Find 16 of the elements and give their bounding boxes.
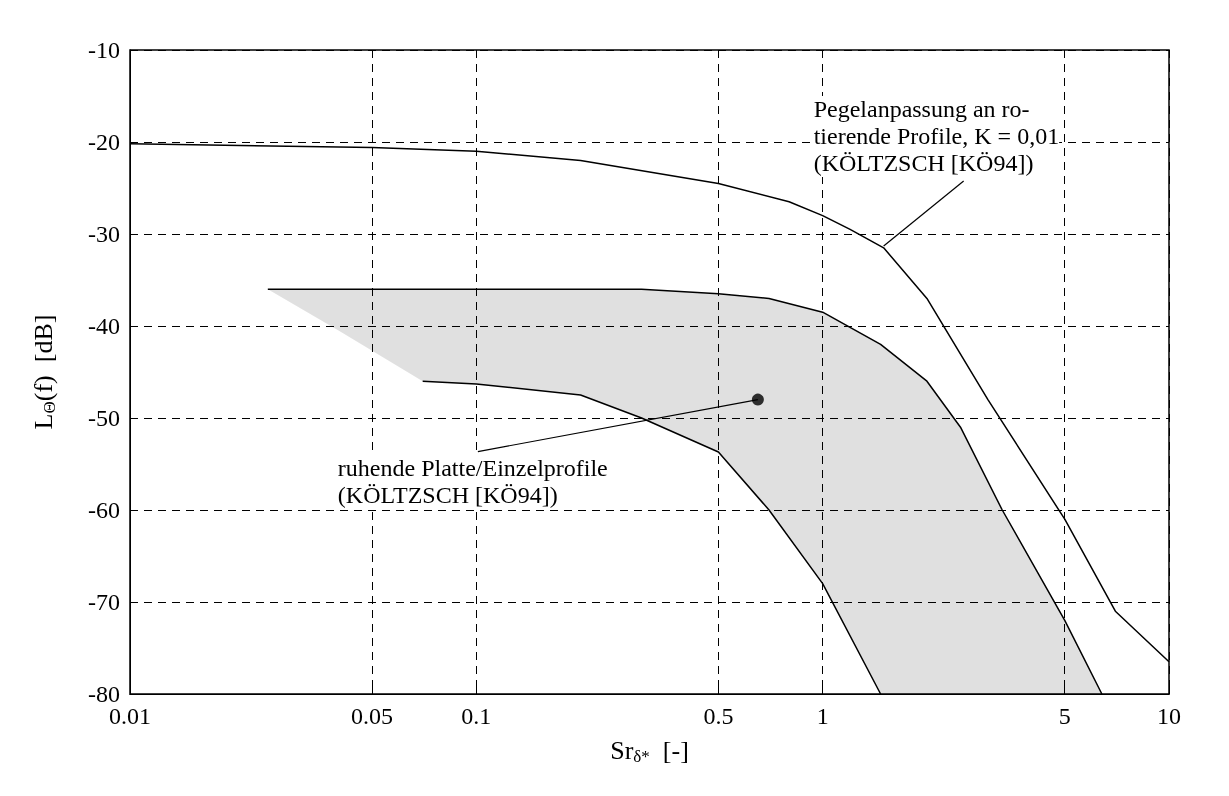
y-tick-label: -60 xyxy=(88,497,120,523)
y-tick-label: -40 xyxy=(88,313,120,339)
y-tick-label: -20 xyxy=(88,129,120,155)
y-tick-label: -10 xyxy=(88,37,120,63)
annotation: ruhende Platte/Einzelprofile (KÖLTZSCH [KÖ94]) xyxy=(337,455,608,509)
y-tick-label: -50 xyxy=(88,405,120,431)
y-tick-label: -30 xyxy=(88,221,120,247)
x-tick-label: 0.05 xyxy=(351,703,394,729)
y-tick-label: -70 xyxy=(88,589,120,615)
x-tick-label: 1 xyxy=(816,703,829,729)
x-tick-label: 0.1 xyxy=(461,703,492,729)
x-tick-label: 5 xyxy=(1058,703,1071,729)
x-tick-label: 0.5 xyxy=(703,703,734,729)
y-axis-title: LΘ(f) [dB] xyxy=(29,314,59,430)
x-tick-label: 10 xyxy=(1157,703,1181,729)
annotation: Pegelanpassung an ro- tierende Profile, K = 0,01 (KÖLTZSCH [KÖ94]) xyxy=(813,96,1060,177)
